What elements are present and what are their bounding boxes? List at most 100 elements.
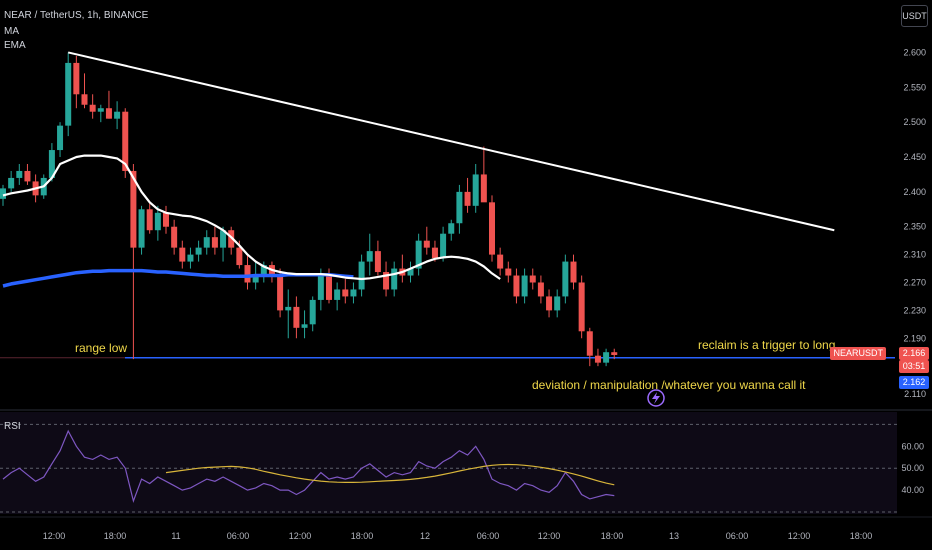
candle (513, 268, 520, 304)
y-tick-label: 2.550 (903, 82, 926, 92)
candle (8, 170, 15, 192)
candle (97, 104, 104, 123)
candle (114, 101, 121, 130)
candle (594, 348, 601, 367)
candle (187, 247, 194, 269)
candle (391, 261, 398, 297)
x-tick-label: 18:00 (601, 531, 624, 541)
candle (578, 275, 585, 339)
candle (334, 282, 341, 311)
candle (309, 296, 316, 332)
y-tick-label: 2.350 (903, 222, 926, 232)
indicator-ma-label[interactable]: MA (4, 26, 19, 37)
x-tick-label: 11 (171, 531, 180, 541)
candle (521, 268, 528, 304)
x-tick-label: 12:00 (788, 531, 811, 541)
rsi-background (0, 412, 897, 514)
annotation-deviation: deviation / manipulation /whatever you w… (532, 378, 806, 392)
candle (57, 122, 64, 158)
candle (480, 146, 487, 203)
y-tick-label: 2.230 (903, 305, 926, 315)
candle (81, 73, 88, 109)
x-tick-label: 12:00 (43, 531, 66, 541)
rsi-ma-line (165, 463, 615, 486)
candle (497, 247, 504, 276)
y-tick-label: 2.190 (903, 333, 926, 343)
candle (211, 226, 218, 255)
candle (203, 230, 210, 255)
candle (505, 261, 512, 283)
x-tick-label: 18:00 (351, 531, 374, 541)
x-tick-label: 12 (420, 531, 430, 541)
x-tick-label: 06:00 (477, 531, 500, 541)
y-tick-label: 2.400 (903, 187, 926, 197)
candle (464, 177, 471, 213)
currency-button[interactable]: USDT (901, 5, 928, 27)
candle (570, 254, 577, 290)
candle (89, 94, 96, 119)
x-tick-label: 18:00 (104, 531, 127, 541)
trendline[interactable] (67, 51, 835, 232)
y-tick-label: 2.110 (904, 389, 926, 399)
candle (383, 261, 390, 297)
x-tick-label: 12:00 (538, 531, 561, 541)
candle (562, 254, 569, 304)
candle (546, 289, 553, 318)
rsi-tick-label: 60.00 (901, 441, 924, 451)
lightning-icon[interactable] (647, 389, 665, 407)
candle (456, 184, 463, 234)
candle (423, 226, 430, 255)
candle (73, 55, 80, 109)
rsi-tick-label: 40.00 (901, 485, 924, 495)
candle (586, 327, 593, 367)
x-tick-label: 06:00 (726, 531, 749, 541)
symbol-title[interactable]: NEAR / TetherUS, 1h, BINANCE (4, 10, 149, 21)
y-tick-label: 2.500 (903, 117, 926, 127)
candle (301, 310, 308, 339)
candle (122, 108, 129, 178)
candle (489, 195, 495, 262)
candle (146, 202, 153, 234)
candle (448, 219, 455, 241)
candle (529, 268, 536, 290)
candle (350, 282, 357, 304)
rsi-tick-label: 50.00 (901, 463, 924, 473)
rsi-line (2, 429, 615, 504)
candle (179, 240, 186, 269)
candle (105, 90, 112, 119)
candle (228, 226, 235, 255)
candle (440, 226, 447, 262)
indicator-ema-label[interactable]: EMA (4, 40, 26, 51)
candle (407, 261, 414, 283)
candle (65, 52, 72, 137)
candle (244, 254, 251, 290)
candle (342, 279, 349, 304)
x-tick-label: 12:00 (289, 531, 312, 541)
candle (154, 205, 161, 241)
candle (171, 219, 178, 255)
annotation-reclaim: reclaim is a trigger to long (698, 338, 836, 352)
candle (415, 233, 422, 276)
y-tick-label: 2.450 (903, 152, 926, 162)
candle (24, 163, 31, 185)
candle (163, 205, 169, 234)
y-tick-label: 2.310 (903, 250, 926, 260)
candle (358, 254, 365, 297)
countdown-label: 03:51 (899, 360, 929, 373)
rsi-pane-label[interactable]: RSI (4, 421, 21, 432)
candle (195, 240, 202, 262)
candle (130, 163, 137, 360)
x-tick-label: 06:00 (227, 531, 250, 541)
range-level-price-label: 2.162 (899, 376, 929, 389)
candle (138, 205, 145, 255)
candle (48, 143, 55, 182)
candle (603, 348, 610, 367)
candle (285, 289, 292, 339)
candle (16, 163, 23, 185)
x-tick-label: 13 (669, 531, 679, 541)
candle (611, 348, 618, 360)
candle (260, 261, 267, 283)
candle (293, 296, 300, 339)
y-tick-label: 2.600 (903, 47, 926, 57)
